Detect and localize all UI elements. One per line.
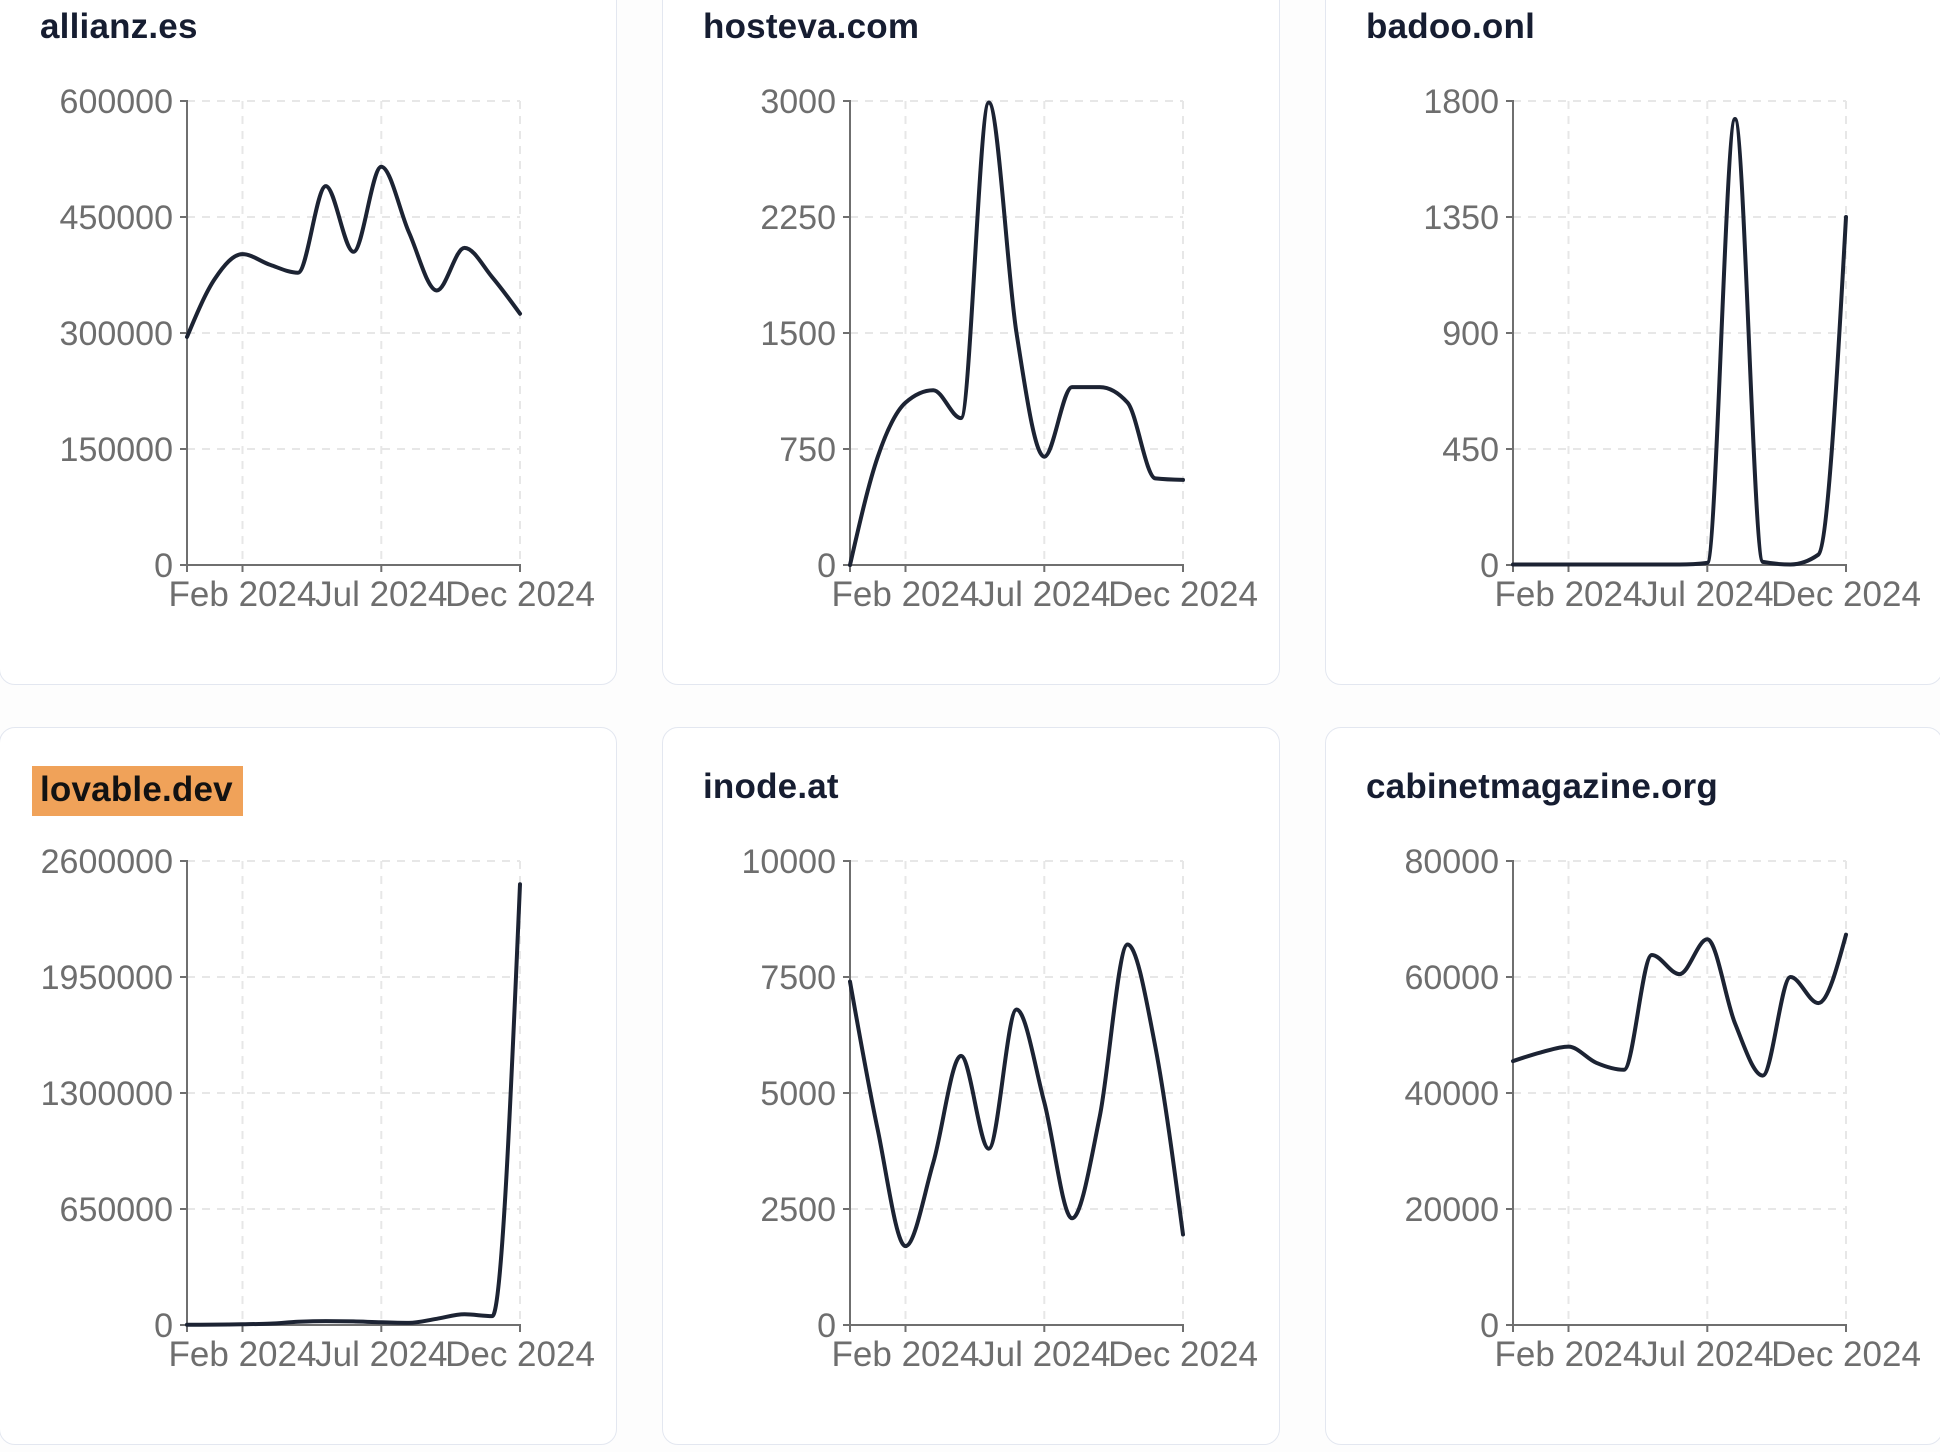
svg-text:Dec 2024: Dec 2024 [445, 1335, 595, 1374]
svg-text:80000: 80000 [1404, 843, 1499, 881]
svg-text:Feb 2024: Feb 2024 [1495, 575, 1643, 614]
svg-text:60000: 60000 [1404, 959, 1499, 997]
svg-text:600000: 600000 [60, 83, 173, 121]
domain-name[interactable]: cabinetmagazine.org [1366, 767, 1718, 806]
svg-text:450000: 450000 [60, 199, 173, 237]
chart-title: lovable.dev [32, 766, 243, 816]
svg-text:450: 450 [1442, 431, 1499, 469]
svg-text:2500: 2500 [760, 1191, 836, 1229]
svg-text:Feb 2024: Feb 2024 [1495, 1335, 1643, 1374]
chart-card: inode.at 0 2500 5000 7500 10000 Feb 2024 Jul 2… [662, 727, 1280, 1445]
svg-text:2600000: 2600000 [41, 843, 173, 881]
svg-text:900: 900 [1442, 315, 1499, 353]
chart-card: cabinetmagazine.org 0 20000 40000 60000 8000… [1325, 727, 1940, 1445]
svg-text:1800: 1800 [1423, 83, 1499, 121]
svg-text:Feb 2024: Feb 2024 [832, 1335, 980, 1374]
svg-text:Jul 2024: Jul 2024 [315, 1335, 447, 1374]
svg-text:5000: 5000 [760, 1075, 836, 1113]
svg-text:1950000: 1950000 [41, 959, 173, 997]
chart-card: lovable.dev 0 650000 1300000 1950000 2600000… [0, 727, 617, 1445]
svg-text:Feb 2024: Feb 2024 [169, 1335, 317, 1374]
svg-text:20000: 20000 [1404, 1191, 1499, 1229]
svg-text:Jul 2024: Jul 2024 [978, 575, 1110, 614]
svg-text:300000: 300000 [60, 315, 173, 353]
domain-name[interactable]: hosteva.com [703, 7, 920, 46]
chart-title: hosteva.com [703, 6, 919, 48]
svg-text:1350: 1350 [1423, 199, 1499, 237]
svg-text:0: 0 [817, 1307, 836, 1345]
svg-text:0: 0 [1480, 1307, 1499, 1345]
svg-text:1500: 1500 [760, 315, 836, 353]
svg-text:Dec 2024: Dec 2024 [1108, 1335, 1258, 1374]
domain-name[interactable]: badoo.onl [1366, 7, 1535, 46]
svg-text:0: 0 [1480, 547, 1499, 585]
svg-text:1300000: 1300000 [41, 1075, 173, 1113]
svg-text:0: 0 [154, 1307, 173, 1345]
svg-text:Dec 2024: Dec 2024 [1108, 575, 1258, 614]
domain-name[interactable]: allianz.es [40, 7, 198, 46]
chart-card: allianz.es 0 150000 300000 450000 600000 Feb … [0, 0, 617, 685]
svg-text:650000: 650000 [60, 1191, 173, 1229]
svg-text:Jul 2024: Jul 2024 [1641, 575, 1773, 614]
svg-text:Feb 2024: Feb 2024 [832, 575, 980, 614]
domain-name[interactable]: inode.at [703, 767, 839, 806]
svg-text:3000: 3000 [760, 83, 836, 121]
svg-text:10000: 10000 [741, 843, 836, 881]
chart-card: badoo.onl 0 450 900 1350 1800 Feb 2024 Jul 202… [1325, 0, 1940, 685]
svg-text:0: 0 [817, 547, 836, 585]
svg-text:2250: 2250 [760, 199, 836, 237]
svg-text:Dec 2024: Dec 2024 [1771, 1335, 1921, 1374]
svg-text:Jul 2024: Jul 2024 [978, 1335, 1110, 1374]
svg-text:150000: 150000 [60, 431, 173, 469]
svg-text:Dec 2024: Dec 2024 [445, 575, 595, 614]
domain-name[interactable]: lovable.dev [32, 766, 243, 816]
svg-text:Feb 2024: Feb 2024 [169, 575, 317, 614]
svg-text:Jul 2024: Jul 2024 [1641, 1335, 1773, 1374]
svg-text:750: 750 [779, 431, 836, 469]
chart-title: cabinetmagazine.org [1366, 766, 1718, 808]
line-chart: 0 650000 1300000 1950000 2600000 Feb 2024Jul … [41, 843, 595, 1374]
svg-text:Jul 2024: Jul 2024 [315, 575, 447, 614]
chart-title: badoo.onl [1366, 6, 1535, 48]
chart-title: inode.at [703, 766, 839, 808]
chart-card: hosteva.com 0 750 1500 2250 3000 Feb 2024 Jul … [662, 0, 1280, 685]
svg-text:40000: 40000 [1404, 1075, 1499, 1113]
svg-text:Dec 2024: Dec 2024 [1771, 575, 1921, 614]
svg-text:7500: 7500 [760, 959, 836, 997]
svg-text:0: 0 [154, 547, 173, 585]
chart-title: allianz.es [40, 6, 198, 48]
